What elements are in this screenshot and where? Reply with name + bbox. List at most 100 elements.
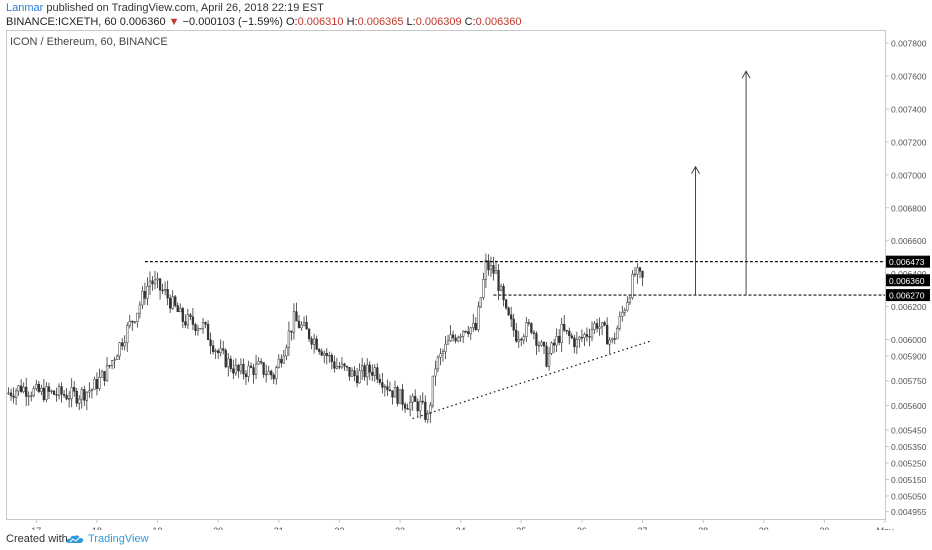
price-label-bg — [886, 289, 930, 302]
price-tick-label: 0.005600 — [891, 401, 927, 411]
candle-body — [141, 291, 144, 306]
price-tick-label: 0.006600 — [891, 236, 927, 246]
candle-body — [282, 355, 285, 364]
candle-body — [227, 358, 230, 368]
candle-body — [545, 345, 548, 367]
candle-body — [320, 351, 323, 356]
candle-body — [456, 336, 460, 342]
candle-body — [573, 337, 576, 348]
candle-body — [527, 322, 531, 324]
candle-body — [90, 389, 94, 391]
candle-body — [234, 364, 238, 374]
candle-body — [388, 389, 392, 391]
candle-body — [138, 304, 142, 314]
candle-body — [606, 324, 609, 345]
candle-body — [578, 336, 581, 340]
candle-body — [189, 314, 192, 318]
candle-body — [555, 336, 558, 346]
candle-body — [467, 331, 470, 335]
candle-body — [186, 314, 190, 326]
candle-body — [275, 367, 278, 380]
chart-area[interactable]: ICON / Ethereum, 60, BINANCE 0.007800 0.0… — [6, 30, 932, 536]
candle-body — [136, 312, 139, 322]
candle-body — [638, 267, 642, 272]
candle-body — [512, 318, 515, 331]
candle-body — [484, 260, 488, 280]
candle-body — [360, 365, 364, 372]
price-tick-label: 0.006200 — [891, 302, 927, 312]
candle-body — [439, 353, 442, 358]
candle-body — [206, 323, 210, 340]
candle-body — [492, 265, 495, 274]
candle-body — [343, 363, 346, 367]
candle-body — [105, 365, 109, 381]
candle-body — [272, 374, 275, 380]
chart-svg[interactable]: ICON / Ethereum, 60, BINANCE 0.0078000.0… — [6, 30, 932, 536]
ascending-trendline[interactable] — [412, 340, 651, 420]
candle-body — [265, 373, 268, 376]
candle-body — [429, 404, 432, 414]
price-tick-label: 0.005250 — [891, 459, 927, 469]
candle-body — [510, 314, 513, 320]
candle-body — [436, 356, 440, 370]
candle-body — [421, 400, 424, 403]
candle-body — [65, 395, 68, 400]
candle-body — [163, 289, 167, 291]
candle-body — [194, 324, 197, 331]
candle-body — [401, 389, 404, 405]
candle-body — [378, 378, 381, 383]
tradingview-brand[interactable]: TradingView — [88, 533, 149, 545]
candle-body — [497, 270, 500, 291]
candle-body — [502, 286, 505, 301]
candle-body — [590, 329, 594, 338]
candle-body — [98, 376, 101, 389]
candle-body — [633, 273, 637, 276]
candle-body — [366, 364, 369, 378]
candle-body — [211, 345, 215, 352]
candle-body — [151, 280, 154, 285]
candle-body — [295, 311, 298, 322]
candle-body — [570, 335, 573, 339]
candle-body — [393, 386, 397, 398]
candle-body — [328, 354, 331, 357]
candle-body — [285, 347, 288, 357]
candle-body — [611, 338, 614, 341]
candle-body — [558, 336, 561, 343]
candle-body — [47, 386, 51, 392]
candle-body — [249, 365, 253, 368]
candle-body — [358, 370, 361, 384]
candle-body — [454, 337, 457, 342]
ohlc-line: BINANCE:ICXETH, 60 0.006360 ▼ −0.000103 … — [6, 15, 522, 29]
candle-body — [532, 332, 536, 334]
candle-body — [515, 329, 518, 342]
candle-body — [219, 348, 222, 354]
candle-body — [489, 265, 493, 271]
candle-body — [224, 350, 227, 368]
candle-body — [181, 308, 184, 322]
author-link[interactable]: Lanmar — [6, 2, 44, 14]
candle-body — [462, 330, 465, 337]
candle-body — [32, 388, 35, 396]
candle-body — [239, 363, 243, 372]
candle-body — [166, 289, 169, 299]
candle-body — [340, 363, 344, 368]
open-label: O: — [285, 16, 298, 28]
candle-body — [108, 365, 111, 367]
price-tick-label: 0.007600 — [891, 72, 927, 82]
candle-body — [588, 336, 591, 338]
candle-body — [37, 383, 40, 392]
price-label: 0.006360 — [889, 276, 925, 286]
candle-body — [95, 379, 99, 389]
candle-body — [464, 330, 467, 333]
candle-body — [40, 387, 43, 392]
candle-body — [199, 328, 202, 330]
candle-body — [563, 323, 566, 331]
candle-body — [307, 328, 311, 340]
candle-body — [325, 353, 328, 356]
candle-body — [254, 363, 258, 375]
candle-body — [386, 386, 389, 391]
candle-body — [80, 389, 83, 400]
candle-body — [595, 323, 599, 329]
candle-body — [623, 309, 626, 313]
candle-body — [70, 387, 73, 399]
